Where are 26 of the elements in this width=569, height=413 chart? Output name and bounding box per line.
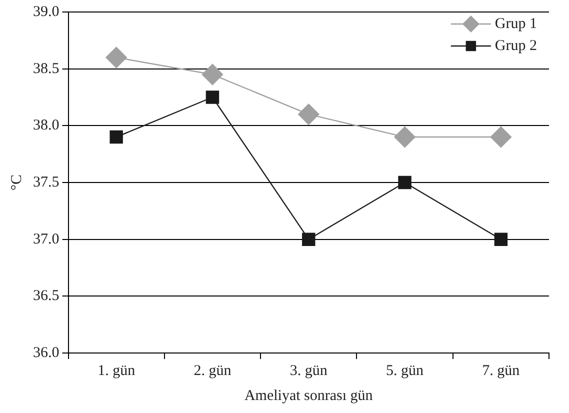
legend-label: Grup 2 bbox=[494, 38, 537, 54]
y-tick-label: 39.0 bbox=[33, 4, 60, 20]
y-tick-label: 38.5 bbox=[33, 60, 60, 77]
x-tick-label: 1. gün bbox=[98, 362, 136, 379]
point bbox=[490, 126, 512, 148]
point bbox=[494, 232, 508, 246]
point bbox=[110, 130, 123, 144]
point bbox=[206, 90, 220, 104]
y-axis-title: °C bbox=[8, 174, 25, 191]
y-tick-label: 36.0 bbox=[33, 344, 60, 361]
point bbox=[202, 64, 224, 86]
x-tick-label: 7. gün bbox=[482, 362, 520, 379]
x-tick-label: 3. gün bbox=[290, 362, 328, 379]
point bbox=[394, 126, 416, 148]
y-tick-label: 38.0 bbox=[33, 118, 60, 134]
y-tick-label: 36.5 bbox=[33, 288, 60, 304]
x-axis-title: Ameliyat sonrası gün bbox=[244, 388, 374, 404]
point bbox=[398, 176, 412, 190]
y-tick-label: 37.5 bbox=[33, 174, 60, 190]
point bbox=[106, 46, 127, 68]
x-tick-label: 5. gün bbox=[386, 362, 424, 379]
point bbox=[302, 232, 316, 246]
legend-label: Grup 1 bbox=[494, 16, 537, 32]
point bbox=[298, 104, 320, 125]
x-tick-label: 2. gün bbox=[194, 362, 232, 379]
y-tick-label: 37.0 bbox=[33, 231, 60, 248]
